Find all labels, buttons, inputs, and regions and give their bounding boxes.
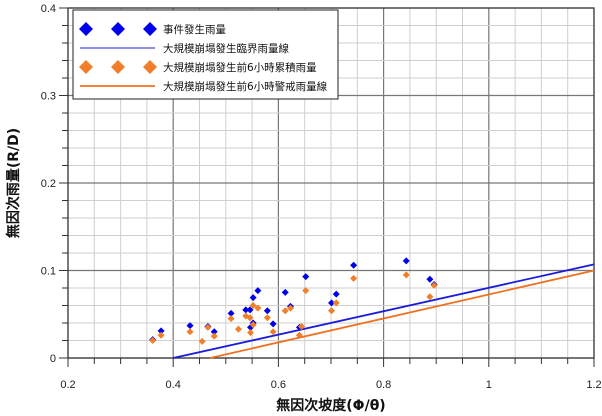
x-tick-label: 1.2: [586, 379, 601, 391]
legend: 事件發生雨量 大規模崩塌發生臨界雨量線 大規模崩塌發生前6小時累積雨量 大規模崩…: [72, 9, 339, 100]
plot-marks: [149, 257, 595, 359]
data-point-0: [242, 306, 250, 314]
legend-label-2: 大規模崩塌發生前6小時累積雨量: [163, 61, 317, 74]
legend-marker-2: [143, 60, 157, 74]
data-point-0: [426, 275, 434, 283]
data-point-2: [298, 323, 306, 330]
legend-marker-2: [79, 60, 93, 74]
series-line-1: [173, 263, 595, 359]
legend-marker-0: [79, 22, 93, 36]
data-point-2: [149, 337, 157, 344]
data-point-0: [332, 290, 340, 298]
data-point-2: [269, 328, 277, 336]
y-tick-label: 0: [50, 353, 56, 365]
axes: 0.2 0.4 0.6 0.8 1 1.2 0 0.1 0.2 0.3 0.4: [41, 3, 602, 391]
legend-marker-0: [143, 22, 157, 36]
data-point-2: [254, 304, 262, 312]
data-point-2: [198, 337, 206, 345]
data-point-0: [350, 261, 358, 269]
data-point-0: [281, 288, 289, 296]
data-point-0: [263, 307, 271, 315]
y-axis-label: 無因次雨量(R/D): [5, 128, 22, 238]
legend-label-0: 事件發生雨量: [163, 23, 226, 36]
x-tick-label: 1: [486, 379, 492, 391]
data-point-2: [234, 325, 242, 333]
legend-label-1: 大規模崩塌發生臨界雨量線: [163, 42, 289, 55]
data-point-0: [254, 287, 262, 295]
data-point-0: [157, 327, 165, 335]
data-point-2: [302, 287, 310, 295]
x-tick-label: 0.6: [271, 379, 286, 391]
x-tick-label: 0.4: [166, 379, 181, 391]
data-point-2: [247, 329, 255, 337]
series-line-3: [209, 269, 595, 359]
data-point-0: [186, 322, 194, 330]
data-point-2: [249, 321, 257, 329]
data-point-2: [328, 307, 336, 315]
y-tick-label: 0.2: [41, 178, 56, 190]
legend-marker-2: [111, 60, 125, 74]
data-point-2: [210, 332, 218, 340]
y-tick-label: 0.3: [41, 91, 56, 103]
data-point-0: [269, 320, 277, 328]
data-point-0: [227, 309, 235, 317]
data-point-0: [402, 257, 410, 265]
data-point-2: [350, 274, 358, 282]
data-point-2: [430, 281, 438, 289]
data-point-2: [281, 307, 289, 315]
data-point-2: [249, 302, 257, 309]
data-point-2: [227, 315, 235, 323]
data-point-0: [328, 299, 336, 307]
data-point-0: [249, 294, 257, 302]
data-point-2: [204, 323, 212, 331]
data-point-2: [426, 293, 434, 301]
data-point-2: [332, 299, 340, 307]
plot-frame: [67, 7, 595, 359]
data-point-2: [157, 331, 165, 339]
data-point-2: [286, 304, 294, 312]
data-point-2: [263, 314, 271, 322]
y-tick-label: 0.4: [41, 3, 56, 15]
x-axis-label: 無因次坡度(Φ/θ): [276, 397, 385, 414]
data-point-0: [210, 328, 218, 336]
data-point-0: [302, 273, 310, 281]
data-point-0: [246, 306, 254, 314]
x-tick-label: 0.2: [60, 379, 75, 391]
y-tick-label: 0.1: [41, 266, 56, 278]
data-point-2: [246, 314, 254, 322]
legend-marker-0: [111, 22, 125, 36]
legend-label-3: 大規模崩塌發生前6小時警戒雨量線: [163, 80, 328, 93]
data-point-2: [402, 271, 410, 279]
data-point-2: [186, 328, 194, 336]
x-tick-label: 0.8: [376, 379, 391, 391]
